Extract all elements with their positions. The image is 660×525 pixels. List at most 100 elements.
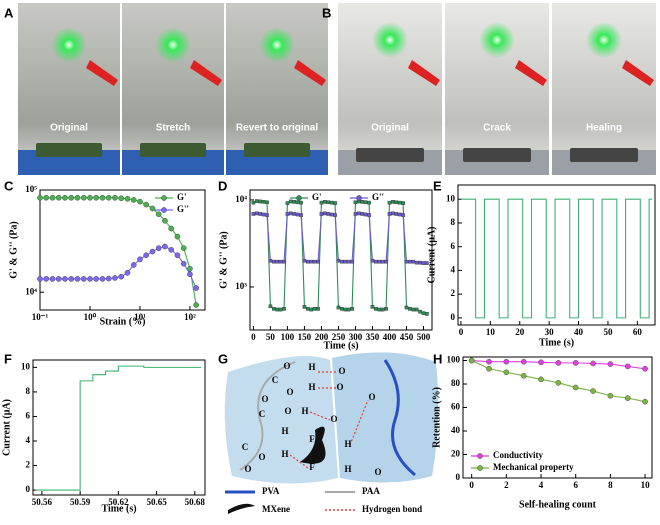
marker <box>278 259 283 264</box>
marker <box>306 259 310 264</box>
marker <box>404 305 409 310</box>
marker <box>255 211 259 216</box>
x-tick-label: 0 <box>459 327 464 337</box>
marker <box>343 259 348 264</box>
marker <box>363 212 368 217</box>
marker <box>421 261 426 265</box>
marker <box>316 307 320 311</box>
x-tick-label: 300 <box>349 332 363 342</box>
y-axis-label: G' & G'' (Pa) <box>218 231 229 289</box>
panel-label: E <box>433 178 442 193</box>
marker <box>302 258 307 263</box>
panel-label: H <box>433 351 442 366</box>
panel-label: A <box>4 5 14 20</box>
marker <box>180 260 187 267</box>
legend-marker <box>296 195 302 201</box>
y-tick-label: 2 <box>26 460 31 470</box>
marker <box>137 256 143 263</box>
legend-label: Conductivity <box>493 450 544 460</box>
marker <box>312 307 317 311</box>
marker <box>329 212 334 217</box>
x-tick-label: 8 <box>608 480 613 490</box>
panel-label: F <box>4 351 12 366</box>
sample <box>140 143 206 157</box>
atom-label: O <box>374 467 381 477</box>
marker <box>265 200 269 205</box>
y-tick-label: 40 <box>451 425 461 435</box>
marker <box>265 213 269 217</box>
y-tick-label: 10³ <box>235 281 247 291</box>
marker <box>538 376 544 383</box>
marker <box>292 212 297 216</box>
legend-marker <box>161 207 167 213</box>
marker <box>80 194 87 201</box>
x-tick-label: 0 <box>469 480 474 490</box>
marker <box>155 245 162 251</box>
marker <box>323 211 327 216</box>
x-tick-label: 60 <box>633 327 643 337</box>
marker <box>174 252 181 259</box>
marker <box>278 307 283 312</box>
atom-label: C <box>259 409 266 419</box>
marker <box>418 309 422 314</box>
marker <box>143 201 149 208</box>
marker <box>624 363 631 370</box>
y-tick-label: 10⁴ <box>25 286 37 296</box>
marker <box>572 360 579 366</box>
x-tick-label: 10 <box>486 327 496 337</box>
marker <box>93 194 99 201</box>
marker <box>391 200 395 204</box>
panel-label: B <box>322 5 331 20</box>
marker <box>299 200 303 205</box>
marker <box>285 212 290 216</box>
marker <box>397 212 402 217</box>
y-axis-label: Retention (%) <box>431 387 442 448</box>
led-glow <box>372 22 408 58</box>
series-line <box>460 198 653 319</box>
marker <box>350 307 354 311</box>
sample <box>463 148 531 162</box>
marker <box>289 199 293 204</box>
y-tick-label: 100 <box>447 355 461 365</box>
marker <box>414 260 419 265</box>
marker <box>411 259 416 264</box>
marker <box>418 260 422 265</box>
y-tick-label: 4 <box>451 264 456 274</box>
led-glow <box>479 22 515 58</box>
marker <box>555 360 562 366</box>
series-line <box>253 200 428 315</box>
atom-label: C <box>242 442 249 452</box>
marker <box>255 199 259 203</box>
photo-caption: Stretch <box>156 123 190 134</box>
marker <box>261 212 266 217</box>
x-tick-label: 400 <box>383 332 397 342</box>
pva-chain <box>383 359 416 477</box>
marker <box>503 369 510 376</box>
plot-frame <box>32 359 206 496</box>
marker <box>590 360 596 367</box>
gel-block <box>332 352 439 483</box>
marker <box>538 359 544 366</box>
marker <box>468 357 475 364</box>
clip-red <box>190 60 222 86</box>
y-tick-label: 6 <box>26 411 31 421</box>
marker <box>380 259 385 264</box>
photo-caption: Revert to original <box>236 123 318 134</box>
marker <box>503 358 510 365</box>
atom-label: O <box>261 394 268 404</box>
clip-red <box>515 60 547 86</box>
marker <box>401 213 405 217</box>
marker <box>49 276 56 282</box>
marker <box>326 212 331 216</box>
x-axis-label: Strain (%) <box>100 316 146 327</box>
clip-red <box>86 60 118 86</box>
atom-label: C <box>272 375 279 385</box>
marker <box>363 200 368 205</box>
marker <box>520 358 527 365</box>
marker <box>295 200 300 205</box>
legend-marker <box>477 465 483 471</box>
marker <box>642 365 648 372</box>
marker <box>80 276 87 282</box>
x-tick-label: 50.65 <box>146 497 167 507</box>
marker <box>486 358 492 365</box>
